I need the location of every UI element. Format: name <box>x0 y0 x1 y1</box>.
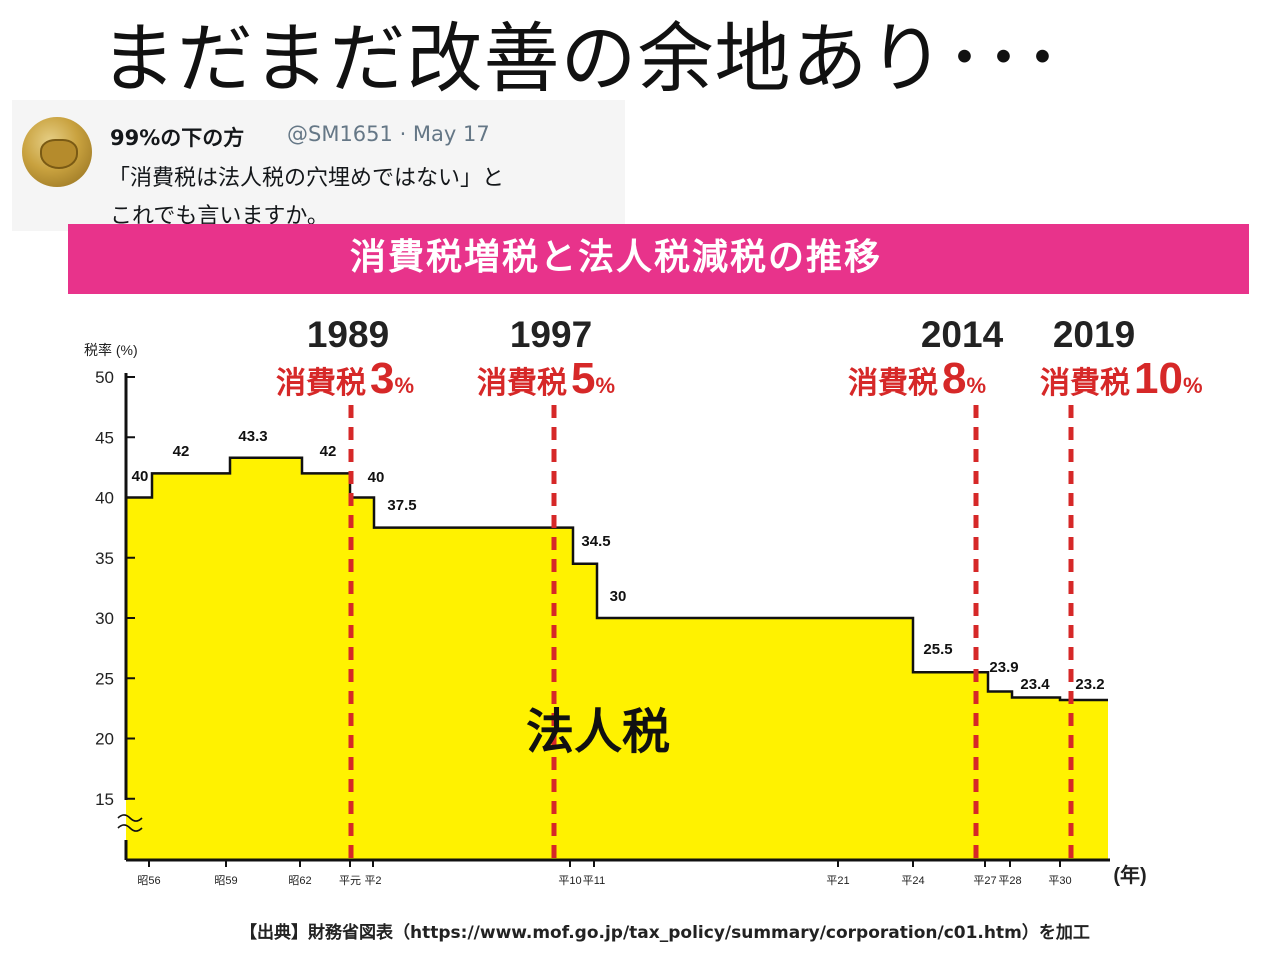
y-tick-label: 20 <box>95 730 114 749</box>
tweet-card[interactable]: 99%の下の方 @SM1651 · May 17 「消費税は法人税の穴埋めではな… <box>12 100 625 231</box>
tweet-author-name[interactable]: 99%の下の方 <box>110 126 245 150</box>
data-label: 23.2 <box>1075 676 1104 693</box>
slide-title: まだまだ改善の余地あり･･･ <box>100 14 1063 103</box>
y-tick-label: 30 <box>95 609 114 628</box>
chart-title: 消費税増税と法人税減税の推移 <box>350 237 883 278</box>
y-tick-label: 40 <box>95 489 114 508</box>
x-tick-label: 昭59 <box>214 874 237 887</box>
source-citation: 【出典】財務省図表（https://www.mof.go.jp/tax_poli… <box>240 923 1090 943</box>
x-tick-label: 平28 <box>998 875 1021 887</box>
area-center-label: 法人税 <box>526 706 670 759</box>
avatar[interactable] <box>22 117 92 187</box>
data-label: 42 <box>320 443 337 460</box>
y-axis-label: 税率 (%) <box>84 342 138 358</box>
event-year: 1989 <box>307 314 389 355</box>
data-label: 23.9 <box>989 659 1018 676</box>
event-year: 2019 <box>1053 314 1135 355</box>
corporate-tax-step-line <box>126 456 1108 702</box>
x-tick-label: 平10 <box>558 875 581 887</box>
event-tax-label: 消費税5% <box>477 354 615 403</box>
x-tick-label: 平24 <box>901 875 924 887</box>
tweet-text-line-1: 「消費税は法人税の穴埋めではない」と <box>108 166 505 191</box>
y-tick-label: 35 <box>95 549 114 568</box>
tweet-handle-date[interactable]: @SM1651 · May 17 <box>287 122 490 146</box>
y-tick-label: 25 <box>95 669 114 688</box>
corporate-tax-area <box>126 457 1108 860</box>
data-label: 23.4 <box>1020 676 1050 693</box>
chart-title-banner: 消費税増税と法人税減税の推移 <box>68 224 1249 294</box>
y-tick-label: 45 <box>95 428 114 447</box>
event-year: 2014 <box>921 314 1004 355</box>
event-year: 1997 <box>510 314 592 355</box>
data-label: 42 <box>173 443 190 460</box>
x-tick-label: 平11 <box>583 875 605 887</box>
data-label: 40 <box>132 468 149 485</box>
y-tick-label: 15 <box>95 790 114 809</box>
x-tick-label: 平元 <box>339 875 361 887</box>
data-label: 34.5 <box>581 533 610 550</box>
x-tick-label: 平30 <box>1048 875 1071 887</box>
data-label: 43.3 <box>238 428 267 445</box>
data-label: 37.5 <box>387 497 416 514</box>
event-tax-label: 消費税10% <box>1040 354 1203 403</box>
y-tick-label: 50 <box>95 368 114 387</box>
x-axis-unit: (年) <box>1113 863 1146 887</box>
event-tax-label: 消費税3% <box>276 354 414 403</box>
x-tick-label: 平27 <box>973 875 996 887</box>
x-tick-label: 昭62 <box>288 874 311 887</box>
x-tick-label: 平2 <box>364 875 381 887</box>
axis-break-icon <box>117 814 143 832</box>
cat-figurine-icon <box>40 139 78 169</box>
event-tax-label: 消費税8% <box>848 354 986 403</box>
data-label: 30 <box>610 588 627 605</box>
x-tick-label: 昭56 <box>137 874 160 887</box>
x-tick-label: 平21 <box>826 875 849 887</box>
data-label: 25.5 <box>923 641 952 658</box>
data-label: 40 <box>368 469 385 486</box>
